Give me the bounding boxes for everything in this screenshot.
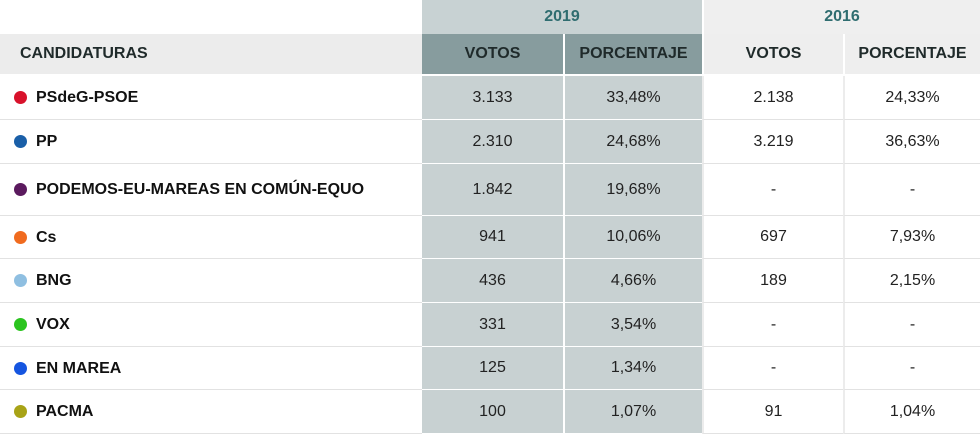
candidate-label-group: PACMA <box>14 400 93 423</box>
candidate-name: EN MAREA <box>36 359 122 377</box>
percentage-2019-cell: 1,34% <box>563 347 702 390</box>
candidate-label-group: EN MAREA <box>14 357 121 380</box>
percentage-2016-cell: 1,04% <box>843 390 980 434</box>
year-2019-header: 2019 <box>422 0 702 34</box>
percentage-2019-cell: 19,68% <box>563 164 702 216</box>
candidate-label-group: VOX <box>14 313 70 336</box>
year-2016-header: 2016 <box>702 0 980 34</box>
candidate-label-group: Cs <box>14 226 56 249</box>
party-color-dot-icon <box>14 405 27 418</box>
party-color-dot-icon <box>14 183 27 196</box>
table-row-candidate: PACMA <box>0 390 422 434</box>
candidate-name: BNG <box>36 272 72 289</box>
column-header-votos-2019: VOTOS <box>422 34 563 76</box>
percentage-2019-cell: 33,48% <box>563 76 702 120</box>
percentage-2019-cell: 10,06% <box>563 216 702 259</box>
votes-2016-cell: 3.219 <box>702 120 843 164</box>
party-color-dot-icon <box>14 135 27 148</box>
votes-2016-cell: 2.138 <box>702 76 843 120</box>
votes-2016-cell: - <box>702 347 843 390</box>
percentage-2016-cell: 7,93% <box>843 216 980 259</box>
column-header-porcentaje-2019: PORCENTAJE <box>563 34 702 76</box>
party-color-dot-icon <box>14 318 27 331</box>
candidate-label-group: PODEMOS-EU-MAREAS EN COMÚN-EQUO <box>14 178 364 201</box>
party-color-dot-icon <box>14 274 27 287</box>
votes-2019-cell: 436 <box>422 259 563 303</box>
votes-2019-cell: 2.310 <box>422 120 563 164</box>
votes-2016-cell: - <box>702 303 843 347</box>
votes-2019-cell: 125 <box>422 347 563 390</box>
votes-2019-cell: 100 <box>422 390 563 434</box>
candidate-name: VOX <box>36 316 70 333</box>
column-header-porcentaje-2016: PORCENTAJE <box>843 34 980 76</box>
table-row-candidate: PODEMOS-EU-MAREAS EN COMÚN-EQUO <box>0 164 422 216</box>
table-row-candidate: VOX <box>0 303 422 347</box>
party-color-dot-icon <box>14 230 27 244</box>
percentage-2016-cell: - <box>843 303 980 347</box>
column-header-votos-2016: VOTOS <box>702 34 843 76</box>
votes-2019-cell: 331 <box>422 303 563 347</box>
candidate-label-group: PP <box>14 130 57 153</box>
percentage-2019-cell: 1,07% <box>563 390 702 434</box>
votes-2016-cell: 697 <box>702 216 843 259</box>
percentage-2019-cell: 4,66% <box>563 259 702 303</box>
votes-2016-cell: - <box>702 164 843 216</box>
votes-2019-cell: 3.133 <box>422 76 563 120</box>
candidate-name: PSdeG-PSOE <box>36 89 139 106</box>
candidate-name: Cs <box>36 228 57 246</box>
percentage-2016-cell: - <box>843 164 980 216</box>
percentage-2019-cell: 3,54% <box>563 303 702 347</box>
column-header-candidaturas: CANDIDATURAS <box>0 34 422 76</box>
percentage-2016-cell: - <box>843 347 980 390</box>
party-color-dot-icon <box>14 361 27 375</box>
percentage-2016-cell: 36,63% <box>843 120 980 164</box>
percentage-2019-cell: 24,68% <box>563 120 702 164</box>
candidate-name: PACMA <box>36 403 94 420</box>
year-row-spacer <box>0 0 422 34</box>
votes-2019-cell: 941 <box>422 216 563 259</box>
table-row-candidate: BNG <box>0 259 422 303</box>
candidate-name: PP <box>36 133 58 150</box>
table-row-candidate: Cs <box>0 216 422 259</box>
votes-2016-cell: 189 <box>702 259 843 303</box>
votes-2019-cell: 1.842 <box>422 164 563 216</box>
candidate-label-group: BNG <box>14 269 72 292</box>
table-row-candidate: PP <box>0 120 422 164</box>
percentage-2016-cell: 24,33% <box>843 76 980 120</box>
party-color-dot-icon <box>14 91 27 104</box>
percentage-2016-cell: 2,15% <box>843 259 980 303</box>
table-row-candidate: EN MAREA <box>0 347 422 390</box>
candidate-label-group: PSdeG-PSOE <box>14 86 138 109</box>
votes-2016-cell: 91 <box>702 390 843 434</box>
table-row-candidate: PSdeG-PSOE <box>0 76 422 120</box>
candidate-name: PODEMOS-EU-MAREAS EN COMÚN-EQUO <box>36 181 365 198</box>
